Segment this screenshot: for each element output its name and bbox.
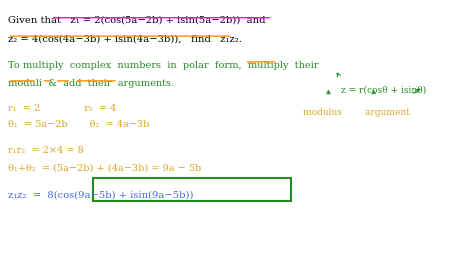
Text: Given that   z₁ = 2(cos(5a−2b) + isin(5a−2b))  and: Given that z₁ = 2(cos(5a−2b) + isin(5a−2… [8, 16, 265, 25]
Text: θ₁  = 5a−2b       θ₂  = 4a−3b: θ₁ = 5a−2b θ₂ = 4a−3b [8, 120, 149, 129]
Text: moduli  &  add  their  arguments.: moduli & add their arguments. [8, 79, 173, 88]
Text: To multiply  complex  numbers  in  polar  form,  multiply  their: To multiply complex numbers in polar for… [8, 61, 318, 70]
Text: θ₁+θ₂  = (5a−2b) + (4a−3b) = 9a − 5b: θ₁+θ₂ = (5a−2b) + (4a−3b) = 9a − 5b [8, 163, 201, 172]
Text: z₂ = 4(cos(4a−3b) + isin(4a−3b)),   find   z₁z₂.: z₂ = 4(cos(4a−3b) + isin(4a−3b)), find z… [8, 34, 241, 43]
Text: r₁  = 2              r₂  = 4: r₁ = 2 r₂ = 4 [8, 104, 116, 113]
Text: modulus        argument: modulus argument [303, 108, 410, 117]
Text: z₁z₂  =  8(cos(9a−5b) + isin(9a−5b)): z₁z₂ = 8(cos(9a−5b) + isin(9a−5b)) [8, 191, 193, 200]
Text: z = r(cosθ + isinθ): z = r(cosθ + isinθ) [341, 86, 426, 95]
Text: r₁r₂  = 2×4 = 8: r₁r₂ = 2×4 = 8 [8, 146, 83, 155]
